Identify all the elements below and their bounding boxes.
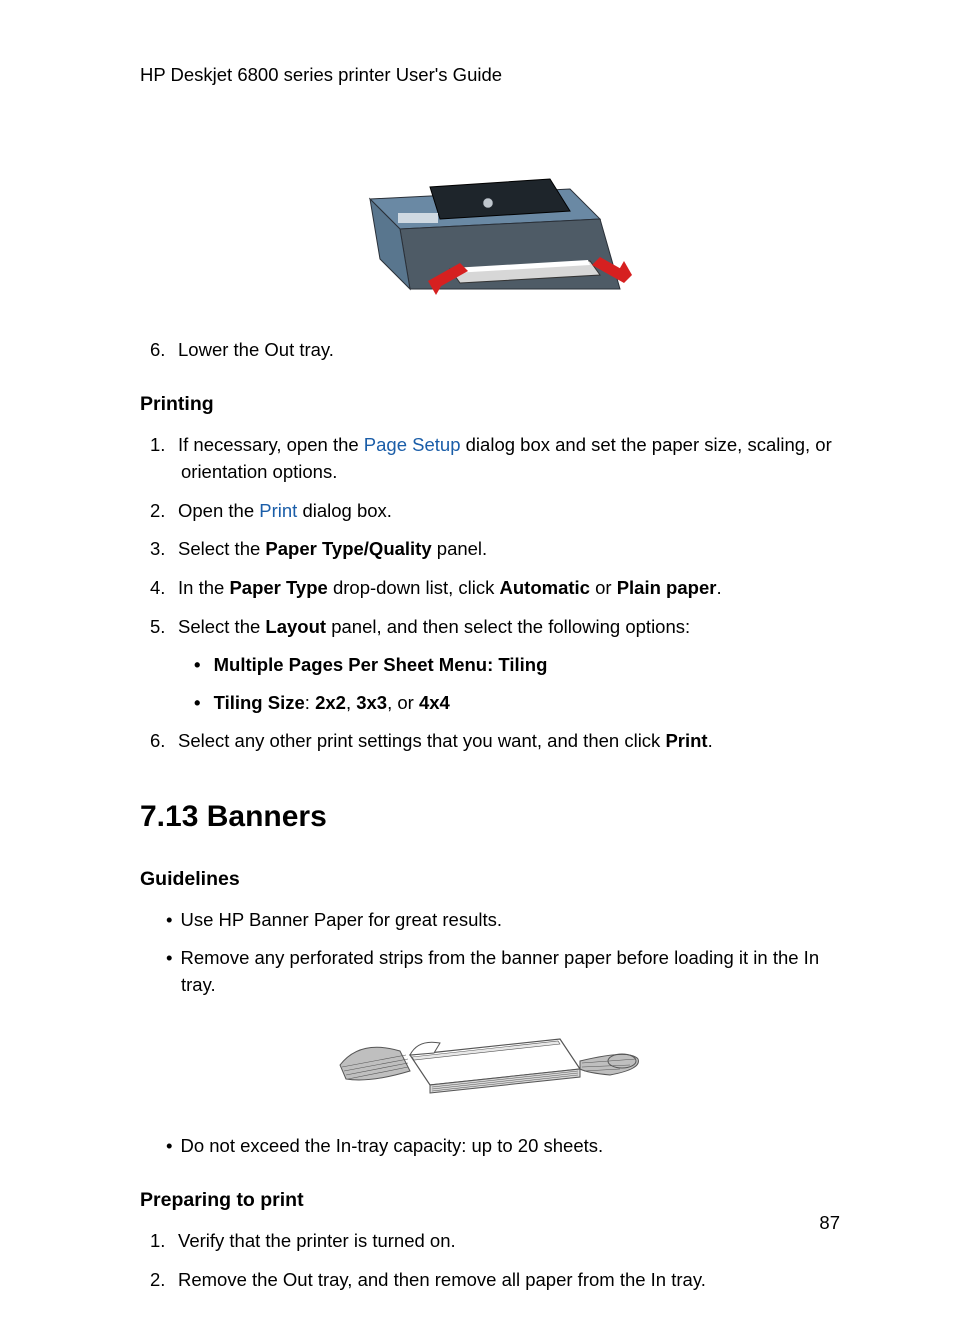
step-number: 1. (150, 432, 178, 459)
guidelines-heading: Guidelines (140, 865, 840, 893)
printing-step-5: 5.Select the Layout panel, and then sele… (150, 614, 840, 716)
option-v3: 4x4 (419, 692, 450, 713)
continuation-step-list: 6.Lower the Out tray. (140, 337, 840, 364)
section-7-13-title: 7.13 Banners (140, 795, 840, 839)
printing-step-3: 3.Select the Paper Type/Quality panel. (150, 536, 840, 563)
step-number: 6. (150, 337, 178, 364)
guidelines-list-continued: Do not exceed the In-tray capacity: up t… (140, 1133, 840, 1160)
printing-heading: Printing (140, 390, 840, 418)
guideline-3: Do not exceed the In-tray capacity: up t… (166, 1133, 840, 1160)
step-number: 3. (150, 536, 178, 563)
step-text: Remove the Out tray, and then remove all… (178, 1269, 706, 1290)
preparing-steps: 1.Verify that the printer is turned on. … (140, 1228, 840, 1294)
step-text-pre: Select any other print settings that you… (178, 730, 665, 751)
step-text-post: . (708, 730, 713, 751)
panel-name: Paper Type/Quality (265, 538, 431, 559)
option-value: : Tiling (487, 654, 547, 675)
guideline-2: Remove any perforated strips from the ba… (166, 945, 840, 999)
step-text-pre: In the (178, 577, 229, 598)
step-text-pre: Select the (178, 538, 265, 559)
option-v1: 2x2 (315, 692, 346, 713)
step-text-post: panel. (432, 538, 488, 559)
step-number: 4. (150, 575, 178, 602)
step-text-post: panel, and then select the following opt… (326, 616, 690, 637)
guideline-1: Use HP Banner Paper for great results. (166, 907, 840, 934)
option-c1: , (346, 692, 356, 713)
step-text-pre: Open the (178, 500, 259, 521)
printing-step-4: 4.In the Paper Type drop-down list, clic… (150, 575, 840, 602)
option-c2: , or (387, 692, 419, 713)
step-number: 1. (150, 1228, 178, 1255)
preparing-step-1: 1.Verify that the printer is turned on. (150, 1228, 840, 1255)
page-setup-link[interactable]: Page Setup (364, 434, 461, 455)
step-text-pre: If necessary, open the (178, 434, 364, 455)
option-automatic: Automatic (500, 577, 590, 598)
printer-illustration (340, 149, 640, 309)
step-text-post: dialog box. (297, 500, 392, 521)
printing-step-2: 2.Open the Print dialog box. (150, 498, 840, 525)
option-label: Tiling Size (214, 692, 305, 713)
step-number: 2. (150, 1267, 178, 1294)
step-text: Lower the Out tray. (178, 339, 334, 360)
step-number: 2. (150, 498, 178, 525)
page-number: 87 (819, 1210, 840, 1237)
step-text-mid2: or (590, 577, 617, 598)
step-text-pre: Select the (178, 616, 265, 637)
panel-layout: Layout (265, 616, 326, 637)
layout-option-tiling-size: Tiling Size: 2x2, 3x3, or 4x4 (225, 690, 840, 717)
step-number: 5. (150, 614, 178, 641)
step-text-mid1: drop-down list, click (328, 577, 500, 598)
banner-paper-illustration (330, 1009, 650, 1109)
option-label: Multiple Pages Per Sheet Menu (214, 654, 487, 675)
option-plain-paper: Plain paper (617, 577, 717, 598)
document-header: HP Deskjet 6800 series printer User's Gu… (140, 62, 840, 89)
printing-steps: 1.If necessary, open the Page Setup dial… (140, 432, 840, 755)
printing-step-6: 6.Select any other print settings that y… (150, 728, 840, 755)
preparing-step-2: 2.Remove the Out tray, and then remove a… (150, 1267, 840, 1294)
print-button-label: Print (665, 730, 707, 751)
preparing-heading: Preparing to print (140, 1186, 840, 1214)
step-text-post: . (716, 577, 721, 598)
step-6: 6.Lower the Out tray. (150, 337, 840, 364)
dropdown-name: Paper Type (229, 577, 327, 598)
option-sep: : (305, 692, 315, 713)
layout-option-tiling: Multiple Pages Per Sheet Menu: Tiling (225, 652, 840, 679)
layout-options: Multiple Pages Per Sheet Menu: Tiling Ti… (181, 652, 840, 717)
print-link[interactable]: Print (259, 500, 297, 521)
step-number: 6. (150, 728, 178, 755)
guidelines-list: Use HP Banner Paper for great results. R… (140, 907, 840, 998)
printing-step-1: 1.If necessary, open the Page Setup dial… (150, 432, 840, 486)
option-v2: 3x3 (356, 692, 387, 713)
step-text: Verify that the printer is turned on. (178, 1230, 456, 1251)
